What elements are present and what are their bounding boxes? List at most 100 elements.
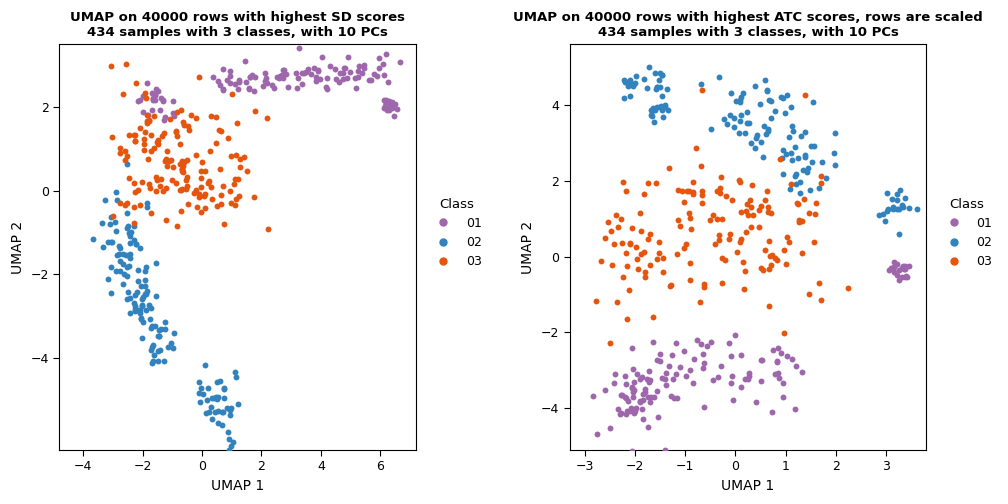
Point [675,198,691,206]
Point [125,131,141,139]
Point [155,186,171,195]
Point [227,368,243,376]
Point [379,106,395,114]
Point [308,77,325,85]
Point [205,74,221,82]
Point [139,111,155,119]
Point [213,127,229,135]
Point [227,175,243,183]
Point [672,363,688,371]
Point [625,388,641,396]
Point [120,288,136,296]
Point [172,106,188,114]
Point [731,129,747,137]
Point [146,144,162,152]
Point [790,218,806,226]
Point [877,217,893,225]
Point [649,387,665,395]
Point [623,404,639,412]
Point [716,115,732,123]
Point [896,266,912,274]
Point [664,351,680,359]
Point [668,250,684,259]
Point [157,216,173,224]
Point [724,372,740,380]
Point [609,298,625,306]
Point [176,158,193,166]
Point [201,177,217,185]
Point [654,92,670,100]
Point [102,220,118,228]
Point [703,125,719,133]
Point [216,408,232,416]
Point [320,85,336,93]
Point [225,438,241,447]
Point [172,141,188,149]
Point [118,60,134,68]
Point [657,374,673,383]
Point [635,390,651,398]
Point [767,370,783,379]
Point [169,107,185,115]
Point [126,299,142,307]
Point [236,153,252,161]
Point [244,71,260,79]
Point [215,182,231,190]
Point [885,205,901,213]
Point [813,158,830,166]
Point [371,64,387,72]
Point [723,110,739,118]
Point [139,155,155,163]
Point [633,227,649,235]
Point [776,246,792,255]
Point [796,153,812,161]
Point [134,178,150,186]
Point [779,233,795,241]
Point [109,196,125,204]
Point [238,78,254,86]
Point [803,158,820,166]
Point [196,390,212,398]
Point [168,127,184,135]
Point [723,379,739,387]
Point [752,100,768,108]
Point [681,366,698,374]
Point [163,156,179,164]
Point [134,293,150,301]
Point [356,64,372,72]
Point [213,191,229,199]
Point [777,109,793,117]
Point [604,261,620,269]
Point [143,324,159,332]
Point [761,96,777,104]
Point [871,211,887,219]
Point [146,322,162,330]
Point [632,397,648,405]
Point [202,147,218,155]
Point [692,80,709,88]
Point [670,216,686,224]
Point [652,70,668,78]
Point [117,147,133,155]
Point [363,76,379,84]
Point [168,133,184,141]
Point [127,307,143,316]
Point [130,305,146,313]
Point [619,262,635,270]
Point [775,393,791,401]
Point [881,267,897,275]
X-axis label: UMAP 1: UMAP 1 [211,479,264,493]
Point [630,265,646,273]
Point [682,225,699,233]
Point [625,393,641,401]
Point [812,172,829,180]
Point [632,375,648,383]
Point [769,344,785,352]
Point [615,178,631,186]
Point [216,385,232,393]
Y-axis label: UMAP 2: UMAP 2 [521,221,535,274]
Point [384,104,400,112]
Point [119,160,135,168]
Point [219,404,235,412]
Point [127,137,143,145]
